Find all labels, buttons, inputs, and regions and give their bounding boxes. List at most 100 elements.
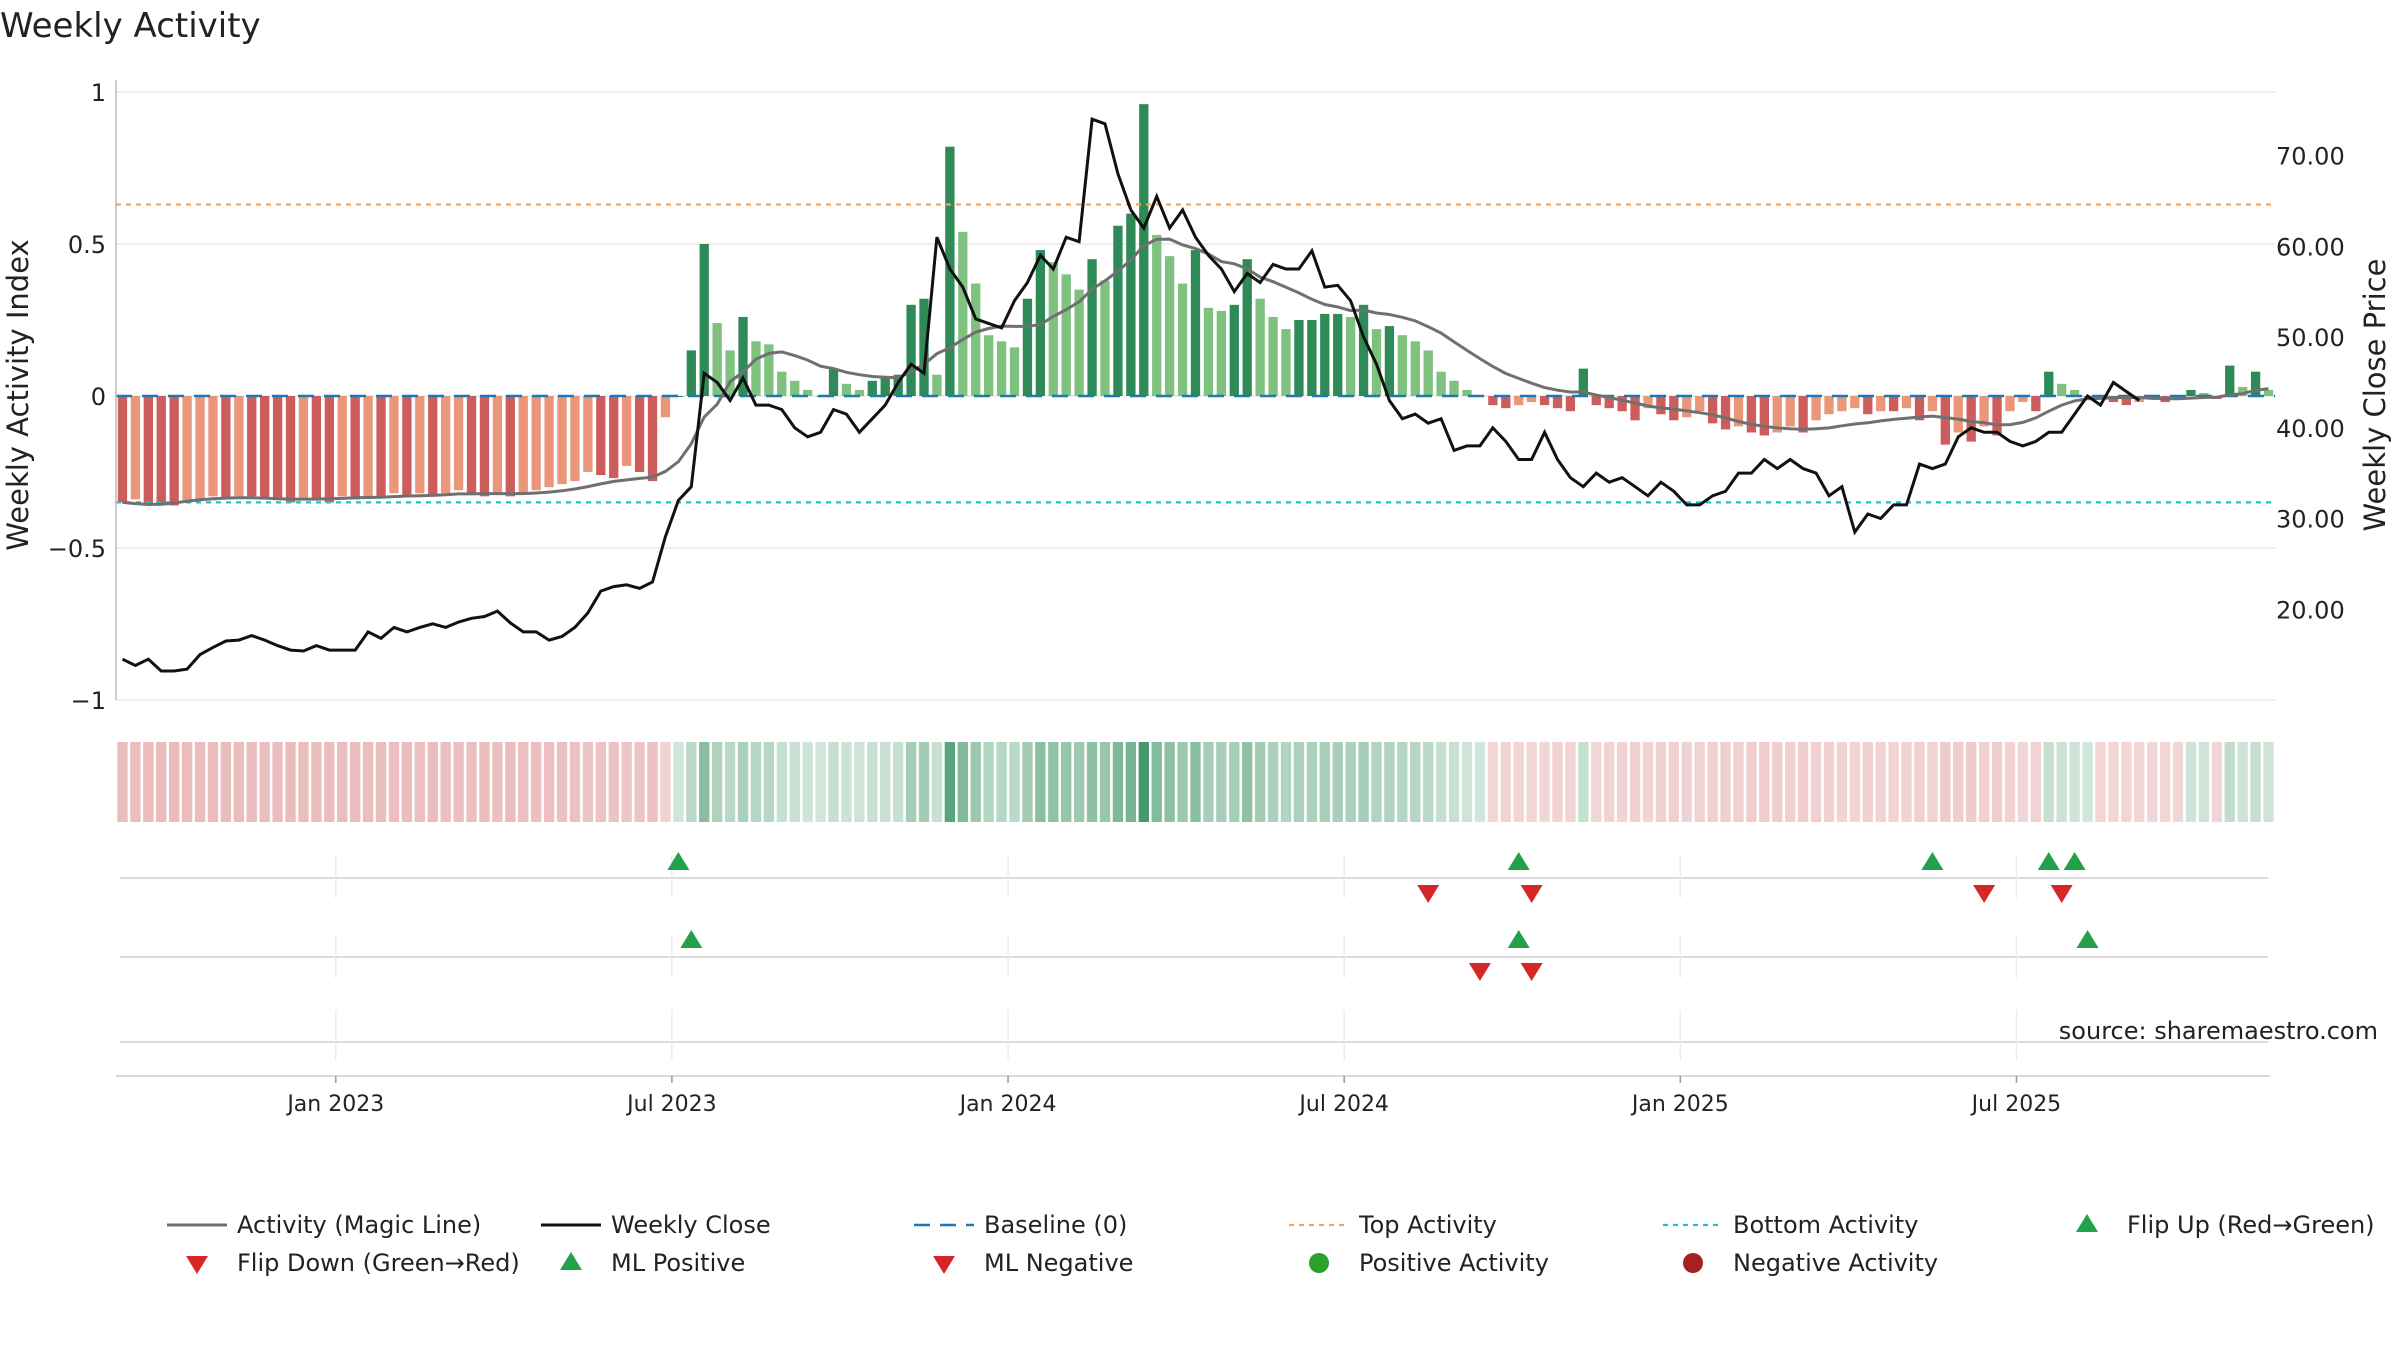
activity-bar: [1888, 396, 1899, 412]
activity-bar: [2031, 396, 2041, 412]
activity-bar: [260, 396, 270, 500]
activity-bar: [415, 396, 425, 494]
heat-cell: [1177, 742, 1188, 822]
activity-bar: [1061, 274, 1071, 396]
magic-line-series: [122, 237, 2269, 507]
activity-bar: [1333, 313, 1343, 396]
activity-bar: [544, 396, 554, 488]
legend-label: Top Activity: [1358, 1211, 1497, 1239]
activity-bar: [958, 231, 968, 396]
heat-cell: [2095, 742, 2106, 822]
legend-flip-down: Flip Down (Green→Red): [186, 1249, 520, 1277]
heat-cell: [918, 742, 930, 822]
flip-down-marker: [1417, 885, 1440, 903]
activity-bar: [1294, 320, 1304, 396]
heat-cell: [1461, 742, 1473, 822]
heat-cell: [1978, 742, 1990, 822]
heat-cell: [1875, 742, 1886, 822]
heat-cell: [207, 742, 219, 822]
heat-cell: [2263, 742, 2274, 822]
heat-cell: [737, 742, 749, 822]
activity-bar: [1552, 396, 1563, 409]
activity-bar: [1992, 396, 2002, 436]
activity-bar: [2250, 371, 2261, 396]
flip-up-marker: [1507, 852, 1530, 870]
heat-cell: [324, 742, 335, 822]
heat-cell: [1216, 742, 1227, 822]
heat-cell: [246, 742, 257, 822]
activity-bar: [2238, 386, 2248, 396]
source-label: source: sharemaestro.com: [2059, 1017, 2378, 1045]
heat-cell: [931, 742, 943, 822]
activity-bar: [2057, 383, 2067, 396]
activity-bar: [350, 396, 360, 500]
heat-cell: [1578, 742, 1589, 822]
activity-bar: [906, 304, 916, 396]
y2-axis-label: Weekly Close Price: [2358, 259, 2392, 532]
activity-bar: [182, 396, 192, 503]
heat-cell: [763, 742, 775, 822]
activity-bar: [143, 396, 153, 506]
heat-cell: [1487, 742, 1499, 822]
activity-bar: [324, 396, 334, 503]
y-tick-label: 0: [91, 383, 106, 411]
heat-cell: [1500, 742, 1511, 822]
activity-bar: [453, 396, 464, 491]
heat-cell: [569, 742, 581, 822]
heat-cell: [375, 742, 387, 822]
activity-bar: [1837, 396, 1847, 412]
activity-bar: [1876, 396, 1886, 412]
heat-cell: [1901, 742, 1912, 822]
legend-label: Negative Activity: [1733, 1249, 1938, 1277]
heat-cell: [1772, 742, 1783, 822]
activity-bar: [1720, 396, 1731, 430]
activity-bar: [1358, 304, 1369, 396]
heat-cell: [1035, 742, 1046, 822]
activity-bar: [1953, 396, 1963, 433]
activity-bar: [1190, 250, 1201, 396]
heat-cell: [194, 742, 206, 822]
heat-cell: [1254, 742, 1266, 822]
activity-bar: [673, 396, 684, 397]
activity-bar: [583, 396, 593, 472]
legend-bottom-activity: Bottom Activity: [1663, 1211, 1918, 1239]
heat-cell: [711, 742, 723, 822]
activity-bar: [712, 323, 722, 396]
heat-cell: [143, 742, 154, 822]
flip-down-marker: [1973, 885, 1996, 903]
heat-cell: [1526, 742, 1537, 822]
activity-bar: [1850, 396, 1860, 409]
heat-cell: [828, 742, 839, 822]
activity-bar: [1242, 259, 1252, 396]
activity-bar: [195, 396, 205, 500]
activity-bar: [1074, 289, 1084, 396]
heat-cell: [996, 742, 1007, 822]
heat-cell: [1371, 742, 1382, 822]
heat-cell: [1616, 742, 1628, 822]
activity-bar: [1449, 380, 1459, 396]
activity-bar: [1643, 396, 1653, 409]
activity-bar: [1733, 396, 1744, 427]
heat-cell: [1991, 742, 2003, 822]
heat-cell: [1552, 742, 1563, 822]
legend-baseline: Baseline (0): [914, 1211, 1127, 1239]
legend-label: Flip Up (Red→Green): [2127, 1211, 2375, 1239]
legend-label: Positive Activity: [1359, 1249, 1549, 1277]
activity-bar: [1255, 298, 1265, 396]
heat-cell: [970, 742, 981, 822]
heat-cell: [1759, 742, 1770, 822]
activity-bar: [1901, 396, 1912, 409]
heat-cell: [466, 742, 477, 822]
heat-cell: [1914, 742, 1925, 822]
heat-cell: [1332, 742, 1343, 822]
heat-cell: [285, 742, 296, 822]
ml-negative-marker: [1468, 963, 1491, 981]
heat-cell: [1785, 742, 1796, 822]
activity-bar: [1617, 396, 1627, 412]
legend-label: Weekly Close: [611, 1211, 771, 1239]
signal-rows: Jan 2023 Jul 2023 Jan 2024 Jul 2024 Jan 2025…: [116, 852, 2270, 1117]
heat-cell: [1229, 742, 1240, 822]
heat-cell: [543, 742, 555, 822]
activity-bar: [1798, 396, 1808, 433]
activity-bar: [1177, 283, 1188, 396]
